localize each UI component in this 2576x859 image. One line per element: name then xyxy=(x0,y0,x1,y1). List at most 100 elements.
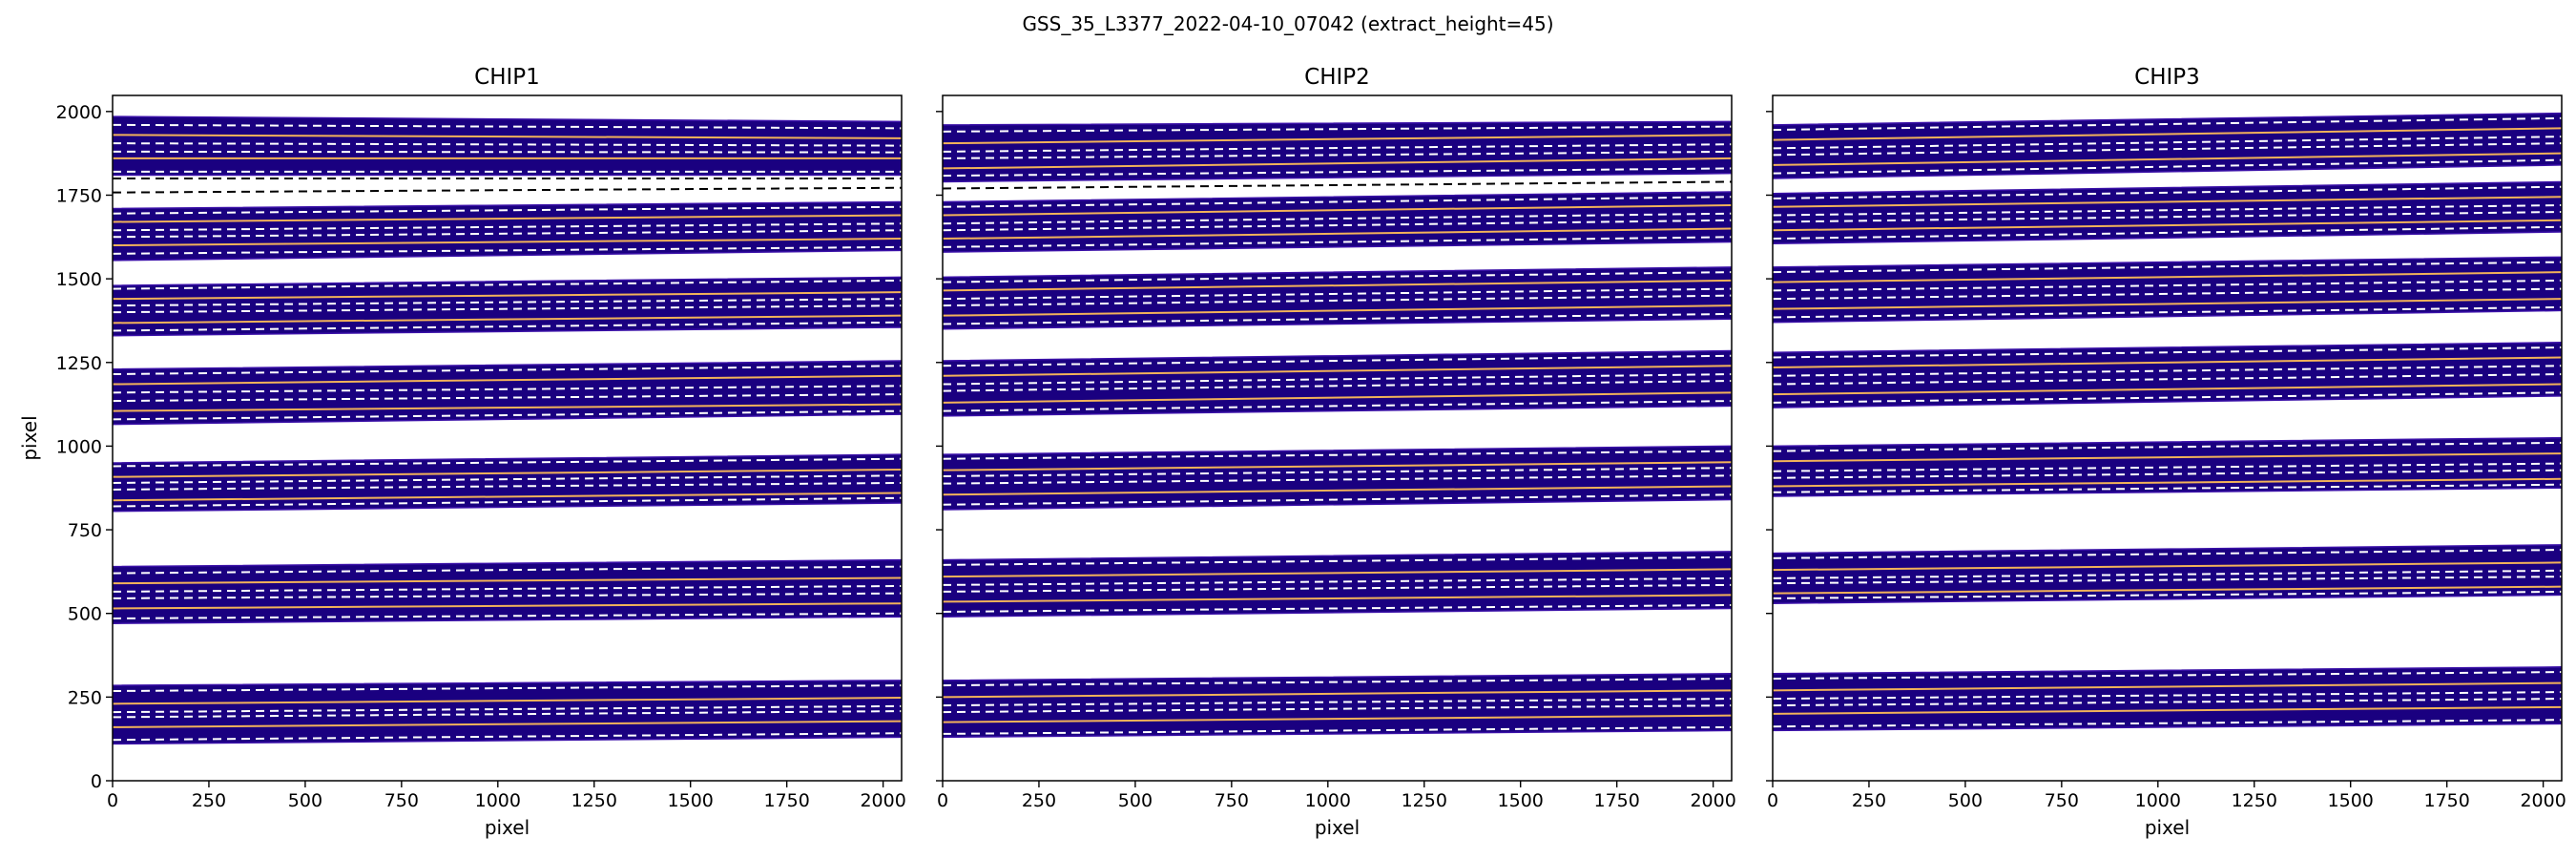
trace-center-line xyxy=(113,576,902,585)
extraction-edge-dashed xyxy=(113,457,902,468)
extraction-edge-dashed xyxy=(1773,346,2562,359)
extraction-edge-dashed xyxy=(113,481,902,491)
extraction-edge-dashed xyxy=(1773,483,2562,493)
chart-title: CHIP2 xyxy=(1304,65,1370,90)
trace-center-line xyxy=(113,374,902,386)
trace-center-line xyxy=(943,157,1732,170)
x-tick-label: 1250 xyxy=(1402,790,1447,811)
extraction-edge-dashed xyxy=(113,474,902,484)
extraction-edge-dashed xyxy=(943,467,1732,477)
trace-center-line xyxy=(1773,561,2562,572)
trace-center-line xyxy=(1773,452,2562,463)
extraction-edge-dashed xyxy=(943,236,1732,248)
chart-title: CHIP1 xyxy=(474,65,540,90)
trace-band xyxy=(943,445,1732,511)
extraction-edge-dashed xyxy=(113,393,902,403)
extraction-edge-dashed xyxy=(113,365,902,376)
x-tick-label: 1750 xyxy=(1593,790,1639,811)
extraction-edge-dashed xyxy=(1773,549,2562,559)
trace-center-line xyxy=(1773,705,2562,715)
trace-order-2 xyxy=(943,551,1732,618)
trace-order-3 xyxy=(1773,436,2562,497)
trace-center-line xyxy=(943,714,1732,723)
trace-order-5 xyxy=(113,276,902,337)
extraction-edge-dashed xyxy=(113,409,902,421)
x-tick-label: 1000 xyxy=(2135,790,2181,811)
x-tick-label: 1500 xyxy=(2328,790,2374,811)
trace-center-line xyxy=(113,492,902,502)
chart-panel-3: 0 250 500 750 1000 1250 1500 1750 2000 CHIP3 pixel xyxy=(1766,65,2566,839)
x-tick-label: 2000 xyxy=(1690,790,1735,811)
trace-center-line xyxy=(113,134,902,139)
extraction-edge-dashed xyxy=(1773,691,2562,701)
extraction-edge-dashed xyxy=(113,298,902,307)
extraction-edge-dashed xyxy=(1773,569,2562,579)
extraction-edge-dashed xyxy=(1773,305,2562,319)
extraction-edge-dashed xyxy=(113,245,902,255)
trace-center-line xyxy=(1773,127,2562,141)
extraction-edge-dashed xyxy=(1773,261,2562,274)
plot-area xyxy=(1773,112,2562,732)
x-tick-label: 750 xyxy=(384,790,419,811)
extraction-edge-dashed xyxy=(943,219,1732,232)
extraction-edge-dashed xyxy=(113,142,902,147)
trace-order-6 xyxy=(113,200,902,262)
trace-center-line xyxy=(943,689,1732,699)
extraction-edge-dashed xyxy=(1773,671,2562,681)
axes-frame xyxy=(1772,94,2563,782)
y-tick-label: 1000 xyxy=(56,436,102,457)
x-tick-label: 1500 xyxy=(1498,790,1544,811)
extraction-edge-dashed xyxy=(113,222,902,232)
extraction-edge-dashed xyxy=(113,205,902,215)
extraction-edge-dashed xyxy=(1773,158,2562,175)
trace-center-line xyxy=(113,468,902,478)
extraction-edge-dashed xyxy=(943,698,1732,707)
trace-center-line xyxy=(1773,219,2562,232)
extraction-edge-dashed xyxy=(113,304,902,314)
extraction-edge-dashed xyxy=(1773,698,2562,707)
trace-order-4 xyxy=(113,360,902,426)
extraction-edge-dashed xyxy=(113,229,902,239)
extraction-edge-dashed xyxy=(943,354,1732,367)
extraction-edge-dashed xyxy=(943,312,1732,325)
extraction-edge-dashed xyxy=(943,196,1732,208)
extraction-edge-dashed xyxy=(943,474,1732,485)
x-axis-label: pixel xyxy=(2145,816,2190,839)
extraction-edge-dashed xyxy=(1773,469,2562,479)
extraction-edge-dashed xyxy=(1773,441,2562,452)
extraction-edge-dashed xyxy=(1773,142,2562,157)
extraction-edge-dashed xyxy=(113,150,902,154)
extraction-edge-dashed xyxy=(1773,185,2562,199)
gap-dashed-line xyxy=(943,180,1732,190)
trace-order-1 xyxy=(1773,666,2562,732)
trace-center-line xyxy=(113,403,902,412)
trace-center-line xyxy=(1773,383,2562,396)
x-tick-label: 500 xyxy=(288,790,322,811)
x-tick-label: 1750 xyxy=(2423,790,2469,811)
extraction-edge-dashed xyxy=(943,678,1732,687)
extraction-edge-dashed xyxy=(113,684,902,693)
extraction-edge-dashed xyxy=(113,612,902,619)
extraction-edge-dashed xyxy=(943,294,1732,307)
x-axis-label: pixel xyxy=(1315,816,1360,839)
extraction-edge-dashed xyxy=(943,373,1732,386)
y-tick-label: 500 xyxy=(68,604,102,625)
x-tick-label: 1500 xyxy=(668,790,714,811)
trace-band xyxy=(943,673,1732,739)
plot-area xyxy=(113,115,902,745)
plot-area xyxy=(943,120,1732,739)
extraction-edge-dashed xyxy=(943,576,1732,586)
trace-order-2 xyxy=(113,558,902,624)
trace-center-line xyxy=(943,365,1732,377)
extraction-edge-dashed xyxy=(943,287,1732,301)
extraction-edge-dashed xyxy=(943,450,1732,460)
trace-center-line xyxy=(1773,681,2562,692)
extraction-edge-dashed xyxy=(1773,225,2562,241)
x-tick-label: 1750 xyxy=(763,790,809,811)
x-tick-label: 750 xyxy=(1215,790,1249,811)
extraction-edge-dashed xyxy=(943,167,1732,178)
trace-order-5 xyxy=(1773,256,2562,324)
trace-order-1 xyxy=(943,673,1732,739)
x-tick-label: 1000 xyxy=(1305,790,1351,811)
